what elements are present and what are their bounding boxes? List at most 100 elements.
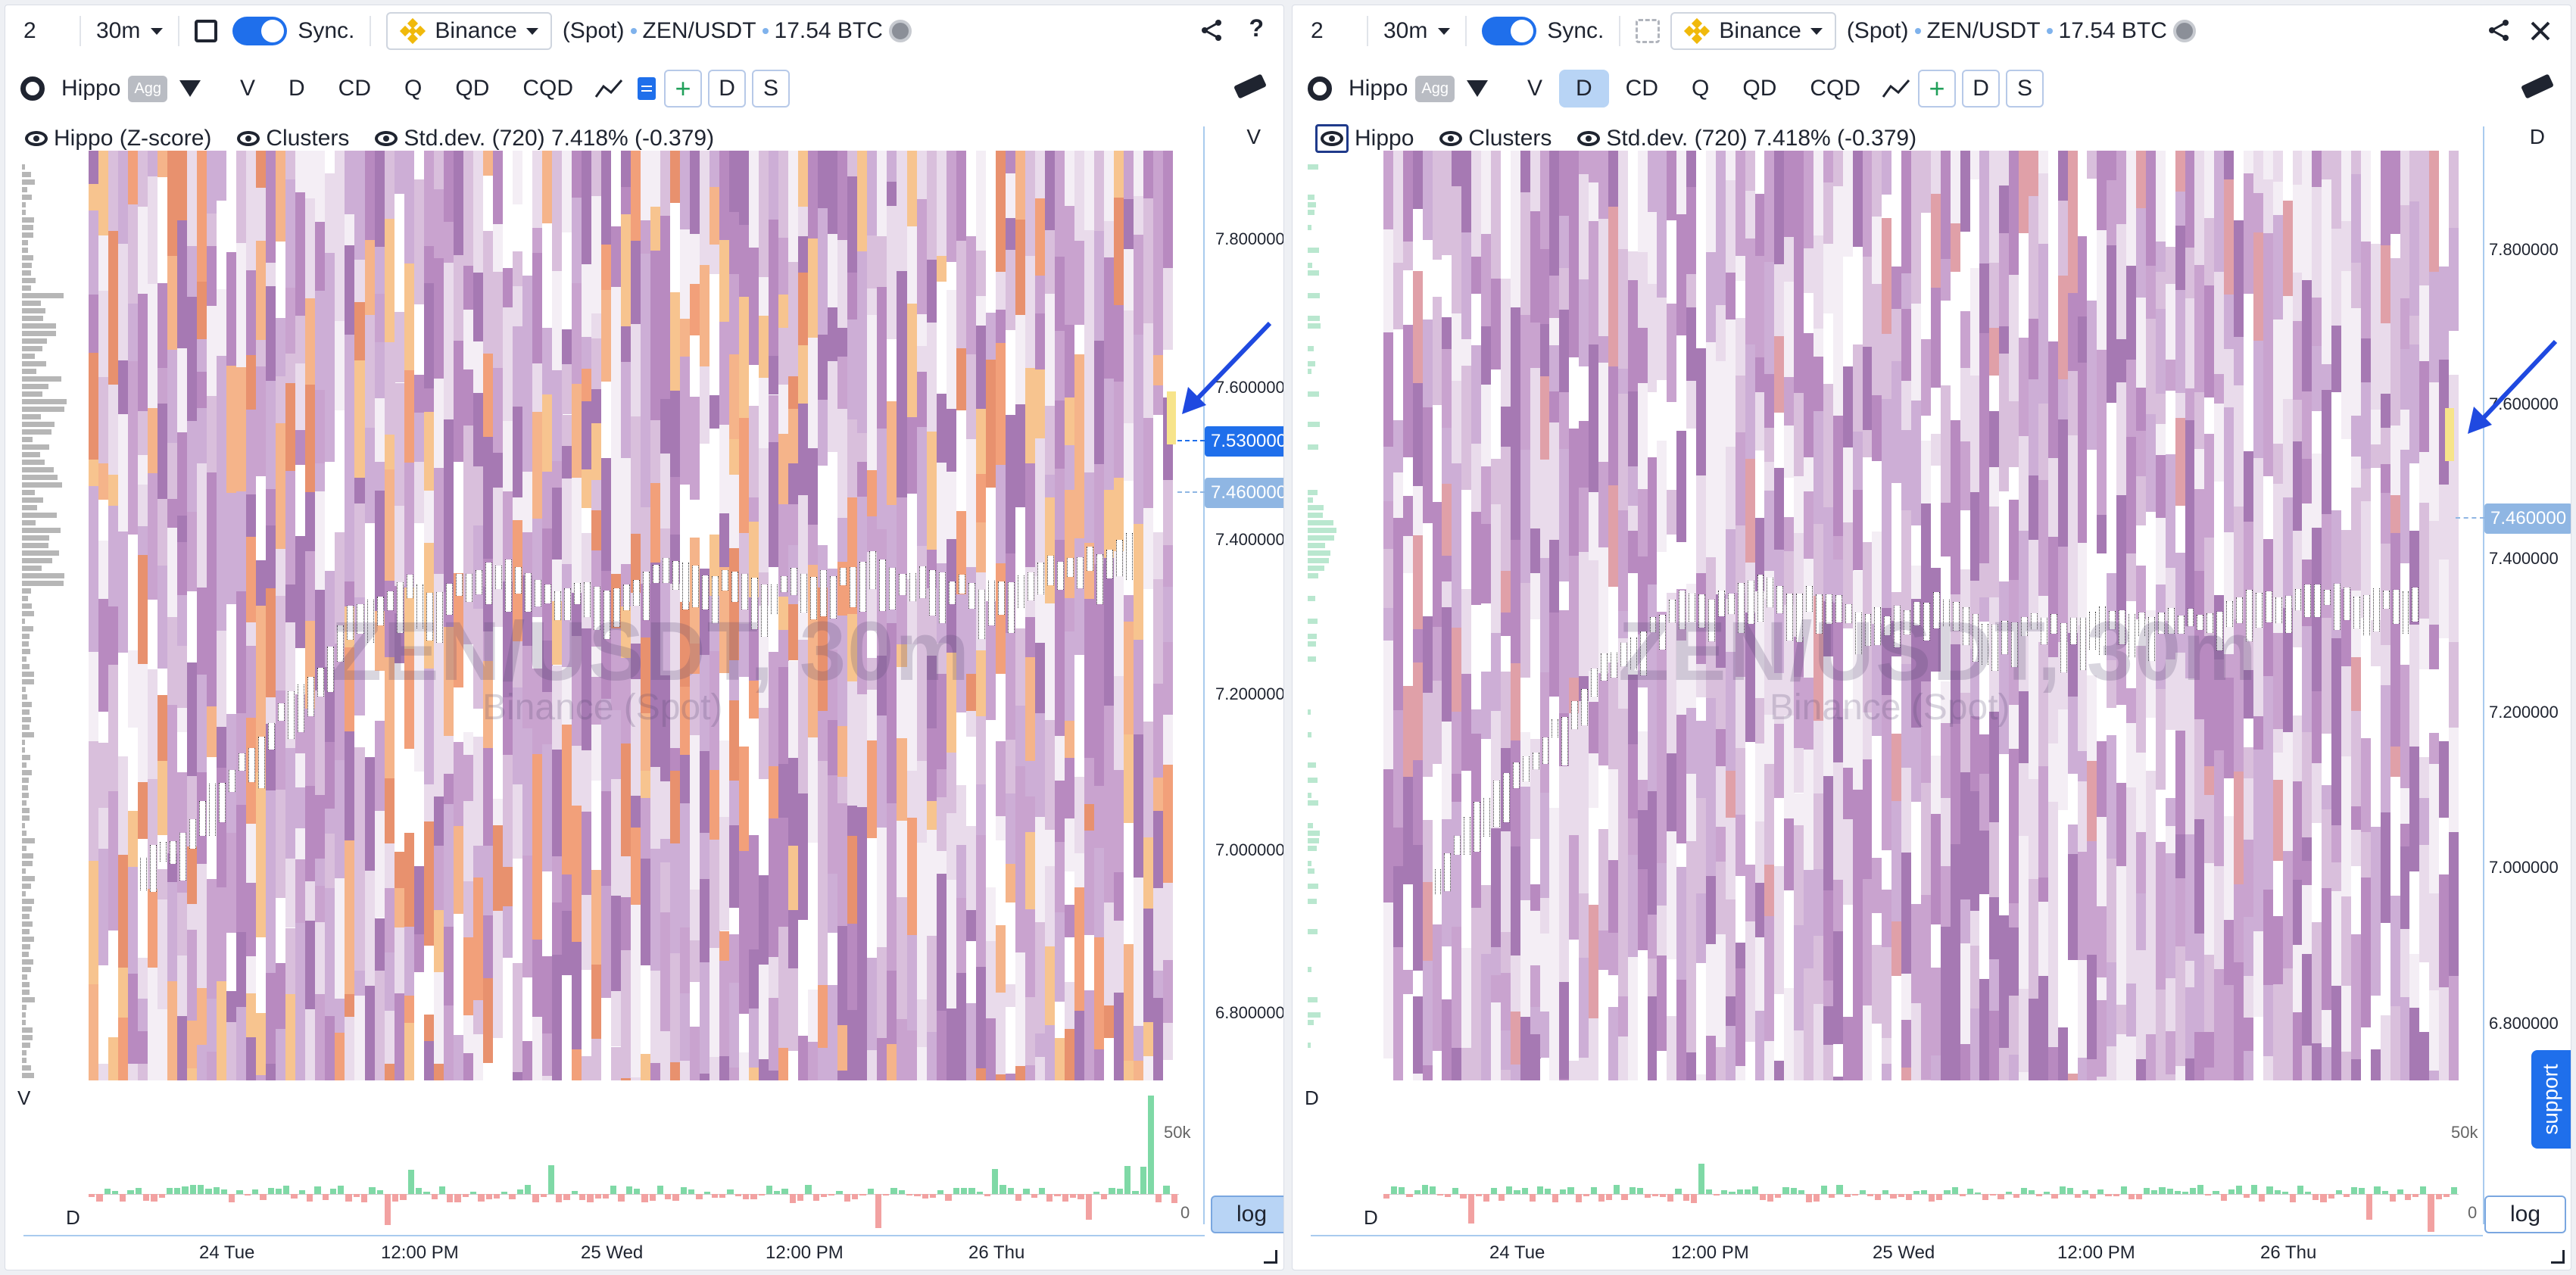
close-icon[interactable] bbox=[2530, 20, 2551, 42]
d-button[interactable]: D bbox=[1962, 70, 2001, 108]
resize-handle-icon[interactable] bbox=[2551, 1250, 2565, 1264]
heatmap-cell bbox=[1891, 921, 1903, 976]
heatmap-cell bbox=[354, 301, 366, 361]
gear-icon[interactable] bbox=[20, 76, 45, 101]
tab-cd[interactable]: CD bbox=[1625, 76, 1659, 101]
log-scale-button[interactable]: log bbox=[1211, 1196, 1283, 1233]
heatmap-cell bbox=[2419, 151, 2431, 231]
heatmap-cell bbox=[2077, 316, 2088, 363]
exchange-select[interactable]: Binance bbox=[386, 12, 552, 50]
sync-toggle[interactable] bbox=[1482, 17, 1537, 45]
timeframe-select[interactable]: 30m bbox=[96, 18, 164, 44]
line-chart-icon[interactable] bbox=[1882, 77, 1912, 100]
indicator-name[interactable]: Hippo bbox=[61, 76, 121, 101]
add-indicator-button[interactable]: + bbox=[1918, 70, 1957, 108]
heatmap-cell bbox=[1113, 305, 1124, 382]
heatmap-cell bbox=[1383, 549, 1394, 609]
heatmap-cell bbox=[788, 1079, 800, 1080]
heatmap-cell bbox=[1392, 1057, 1404, 1080]
heatmap-cell bbox=[2077, 781, 2088, 852]
document-icon[interactable] bbox=[635, 76, 658, 101]
heatmap-cell bbox=[660, 327, 672, 400]
legend-hippo[interactable]: Hippo bbox=[1315, 124, 1414, 153]
link-icon[interactable] bbox=[1636, 19, 1661, 43]
timeframe-select[interactable]: 30m bbox=[1383, 18, 1451, 44]
legend-clusters[interactable]: Clusters bbox=[1439, 126, 1552, 151]
tab-q[interactable]: Q bbox=[404, 76, 423, 101]
resize-handle-icon[interactable] bbox=[1264, 1250, 1277, 1264]
eye-icon[interactable] bbox=[237, 131, 260, 146]
heatmap-cell bbox=[1823, 890, 1834, 980]
heatmap-cell bbox=[1911, 566, 1922, 599]
tab-d[interactable]: D bbox=[288, 76, 305, 101]
share-icon[interactable] bbox=[2487, 19, 2510, 42]
layout-count[interactable]: 2 bbox=[23, 18, 36, 43]
filter-icon[interactable] bbox=[1466, 80, 1488, 97]
volume-chart[interactable] bbox=[89, 1096, 1179, 1232]
tab-v[interactable]: V bbox=[239, 76, 255, 101]
exchange-select[interactable]: Binance bbox=[1670, 12, 1836, 50]
crosshair-icon[interactable] bbox=[195, 20, 218, 42]
eye-icon[interactable] bbox=[25, 131, 48, 146]
tab-d[interactable]: D bbox=[1559, 70, 1609, 108]
line-chart-icon[interactable] bbox=[594, 77, 625, 100]
d-button[interactable]: D bbox=[708, 70, 747, 108]
heatmap-cell bbox=[1774, 672, 1785, 725]
help-icon[interactable]: ? bbox=[1249, 14, 1264, 42]
tab-cqd[interactable]: CQD bbox=[1810, 76, 1861, 101]
heatmap-cell bbox=[2047, 457, 2059, 537]
heatmap-cell bbox=[1412, 662, 1424, 760]
heatmap-cell bbox=[1103, 619, 1115, 706]
heatmap-cell bbox=[2244, 151, 2254, 174]
heatmap-cell bbox=[246, 537, 257, 622]
heatmap-cell bbox=[2331, 708, 2343, 825]
eye-icon[interactable] bbox=[1577, 131, 1601, 146]
indicator-name[interactable]: Hippo bbox=[1349, 76, 1408, 101]
support-button[interactable]: support bbox=[2531, 1050, 2571, 1149]
legend-stddev[interactable]: Std.dev. (720) 7.418% (-0.379) bbox=[375, 126, 714, 151]
layout-count[interactable]: 2 bbox=[1311, 18, 1324, 43]
price-axis[interactable]: 7.800000 7.600000 7.400000 7.200000 7.00… bbox=[2489, 5, 2571, 1080]
tab-cqd[interactable]: CQD bbox=[522, 76, 574, 101]
tab-qd[interactable]: QD bbox=[1742, 76, 1777, 101]
volume-chart[interactable] bbox=[1383, 1096, 2459, 1232]
agg-badge[interactable]: Agg bbox=[1415, 75, 1455, 102]
eye-toggle-box[interactable] bbox=[1315, 124, 1349, 153]
heatmap-chart[interactable] bbox=[89, 151, 1173, 1080]
price-axis[interactable]: 7.800000 7.600000 7.400000 7.200000 7.00… bbox=[1215, 5, 1283, 1080]
heatmap-cell bbox=[2234, 962, 2244, 1041]
legend-clusters[interactable]: Clusters bbox=[237, 126, 349, 151]
s-button[interactable]: S bbox=[2006, 70, 2044, 108]
heatmap-cell bbox=[620, 896, 632, 950]
heatmap-cell bbox=[413, 972, 425, 1080]
pair-name[interactable]: ZEN/USDT bbox=[1926, 18, 2041, 43]
tab-qd[interactable]: QD bbox=[455, 76, 490, 101]
share-icon[interactable] bbox=[1200, 19, 1223, 42]
volume-bar bbox=[1667, 1193, 1674, 1202]
legend-hippo[interactable]: Hippo (Z-score) bbox=[25, 126, 211, 151]
heatmap-cell bbox=[1882, 399, 1893, 485]
add-indicator-button[interactable]: + bbox=[664, 70, 703, 108]
eye-icon[interactable] bbox=[1439, 131, 1463, 146]
heatmap-cell bbox=[1491, 1002, 1502, 1080]
legend-stddev[interactable]: Std.dev. (720) 7.418% (-0.379) bbox=[1577, 126, 1916, 151]
heatmap-cell bbox=[1093, 675, 1105, 786]
log-scale-button[interactable]: log bbox=[2484, 1196, 2566, 1233]
agg-badge[interactable]: Agg bbox=[128, 75, 167, 102]
heatmap-cell bbox=[2165, 659, 2176, 706]
gear-icon[interactable] bbox=[1308, 76, 1332, 101]
heatmap-cell bbox=[354, 478, 366, 503]
heatmap-chart[interactable] bbox=[1383, 151, 2459, 1080]
tab-cd[interactable]: CD bbox=[338, 76, 372, 101]
eye-icon[interactable] bbox=[375, 131, 398, 146]
heatmap-cell bbox=[1412, 270, 1424, 384]
heatmap-cell bbox=[1422, 407, 1433, 523]
heatmap-cell bbox=[1103, 1005, 1115, 1039]
tab-q[interactable]: Q bbox=[1692, 76, 1710, 101]
pair-name[interactable]: ZEN/USDT bbox=[642, 18, 756, 43]
tab-v[interactable]: V bbox=[1527, 76, 1542, 101]
filter-icon[interactable] bbox=[179, 80, 201, 97]
s-button[interactable]: S bbox=[752, 70, 791, 108]
sync-toggle[interactable] bbox=[232, 17, 288, 45]
heatmap-cell bbox=[1989, 959, 2001, 1012]
